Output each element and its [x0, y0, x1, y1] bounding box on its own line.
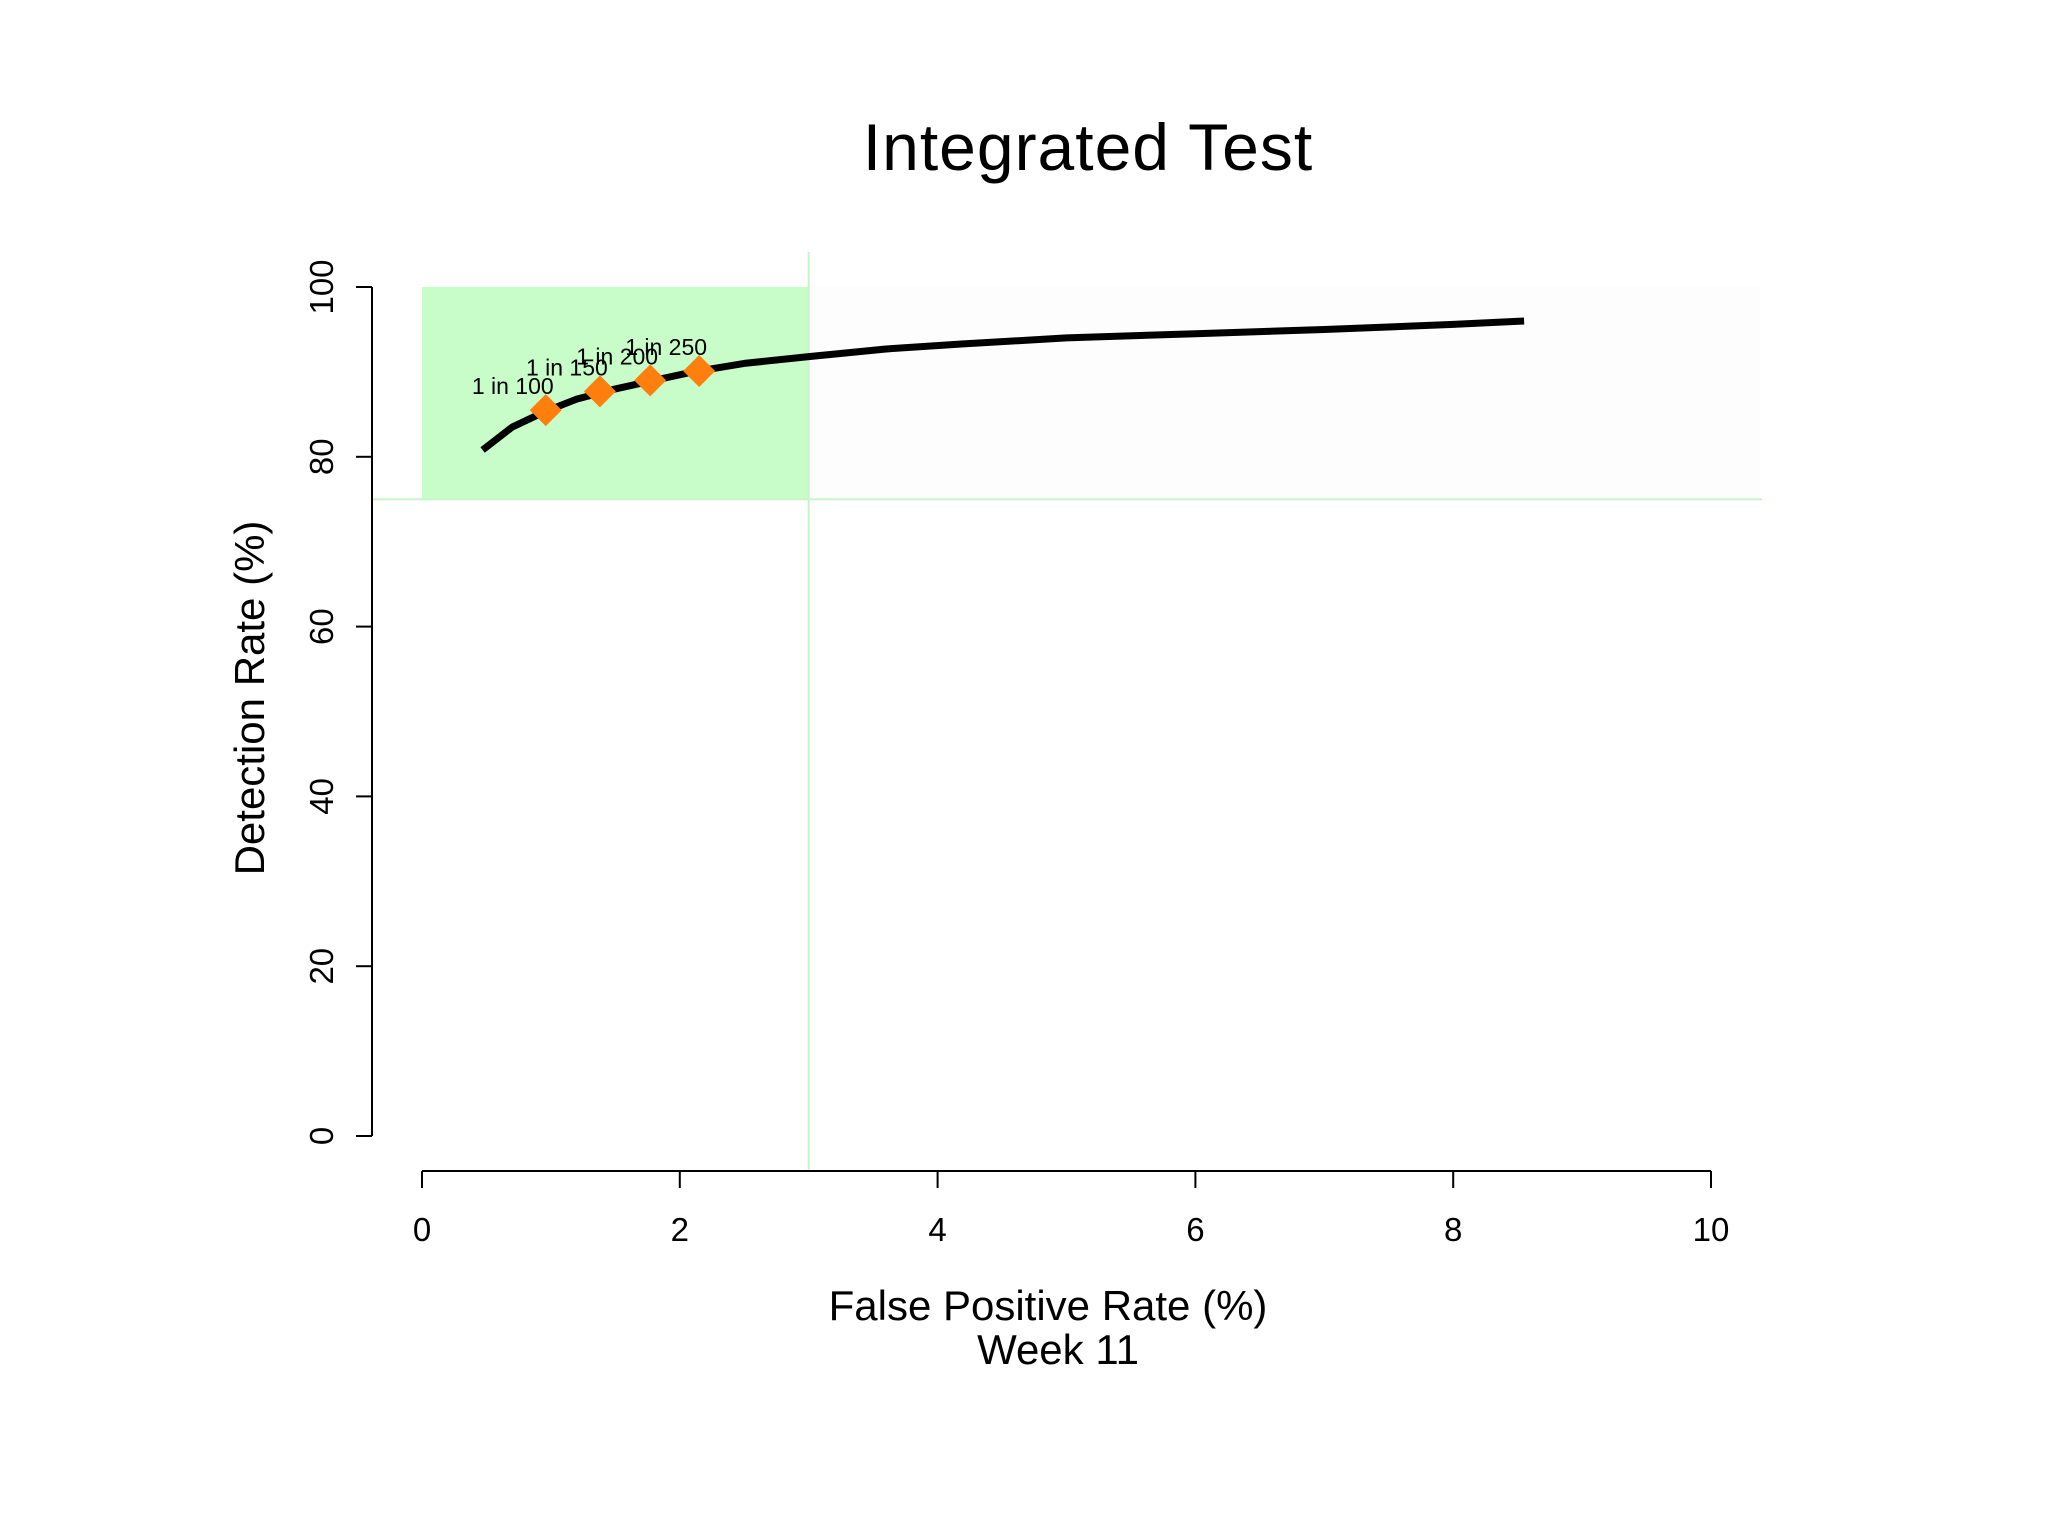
- y-axis-label: Detection Rate (%): [226, 521, 273, 876]
- data-point-label: 1 in 250: [625, 334, 707, 360]
- y-tick-label: 20: [303, 948, 340, 985]
- y-tick-label: 40: [303, 778, 340, 815]
- target-region: [372, 252, 1762, 1171]
- data-point-label: 1 in 150: [526, 354, 608, 380]
- y-tick-label: 0: [303, 1127, 340, 1145]
- y-tick-label: 60: [303, 608, 340, 645]
- series-line: [480, 317, 1525, 453]
- data-point-marker: [583, 375, 616, 408]
- x-tick-label: 4: [928, 1211, 946, 1248]
- chart-title: Integrated Test: [863, 110, 1313, 184]
- x-tick-label: 0: [413, 1211, 431, 1248]
- data-point-marker: [529, 394, 562, 427]
- y-tick-label: 100: [303, 259, 340, 314]
- upper-right-shade: [808, 287, 1760, 500]
- data-point-marker: [683, 355, 716, 388]
- target-region-box: [422, 287, 809, 500]
- series-layer: [480, 317, 1525, 453]
- data-point-label: 1 in 100: [472, 373, 554, 399]
- x-axis-label: False Positive Rate (%): [829, 1282, 1268, 1329]
- x-tick-label: 8: [1444, 1211, 1462, 1248]
- data-point-label: 1 in 200: [576, 343, 658, 369]
- data-point-marker: [634, 364, 667, 397]
- x-tick-label: 10: [1693, 1211, 1730, 1248]
- y-tick-label: 80: [303, 438, 340, 475]
- x-tick-label: 6: [1186, 1211, 1204, 1248]
- axes: 0 20 40 60 80 100 0 2 4 6 8 10: [303, 259, 1729, 1248]
- x-tick-label: 2: [671, 1211, 689, 1248]
- x-axis-sublabel: Week 11: [977, 1326, 1139, 1373]
